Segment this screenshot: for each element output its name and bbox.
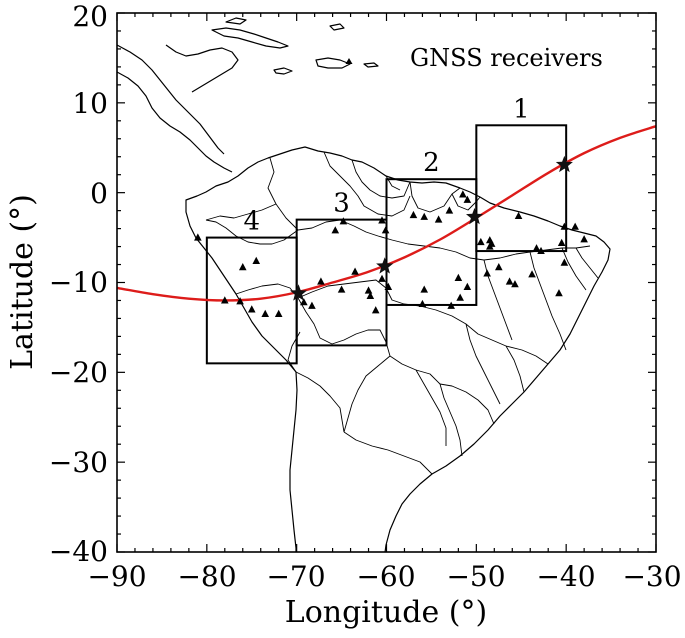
axis-ticks: [116, 12, 657, 553]
gnss-receiver-marker: [252, 256, 261, 264]
y-tick-label: −20: [49, 356, 108, 389]
gnss-receiver-marker: [571, 222, 579, 230]
gnss-receiver-marker: [409, 210, 418, 219]
gnss-receiver-marker: [337, 285, 346, 293]
gnss-receiver-marker: [486, 242, 494, 250]
gnss-receiver-marker: [378, 274, 386, 282]
region-box-label: 3: [333, 189, 350, 219]
legend: GNSS receivers: [345, 44, 603, 72]
gnss-receiver-marker: [247, 305, 256, 313]
basemap-layer: [117, 17, 611, 552]
gnss-receivers: [194, 190, 588, 317]
y-axis-label: Latitude (°): [5, 194, 40, 370]
gnss-receiver-marker: [494, 263, 503, 271]
gnss-receiver-marker: [537, 246, 545, 255]
x-tick-label: −30: [622, 560, 681, 593]
x-tick-label: −40: [536, 560, 595, 593]
bahamas-coastline: [225, 17, 345, 31]
x-tick-label: −80: [177, 560, 236, 593]
x-tick-label: −50: [446, 560, 505, 593]
ground-track-stars: [289, 155, 573, 301]
track-star-marker: [555, 155, 573, 173]
y-tick-label: −40: [49, 535, 108, 568]
gnss-receiver-marker: [560, 258, 569, 266]
country-borders: [205, 151, 599, 475]
gnss-receiver-marker: [557, 238, 566, 246]
x-tick-label: −70: [266, 560, 325, 593]
gnss-receiver-marker: [514, 211, 523, 220]
gnss-receiver-marker: [371, 306, 380, 314]
y-tick-label: 10: [72, 87, 108, 120]
gnss-receiver-marker: [384, 282, 393, 290]
south-america-coastline: [185, 146, 611, 552]
gnss-receiver-marker: [555, 289, 563, 297]
gnss-receiver-marker: [378, 216, 386, 224]
gnss-receiver-marker: [236, 297, 244, 305]
y-tick-labels: −40 −30 −20 −10 0 10 20: [49, 0, 108, 568]
jamaica-coastline: [273, 67, 293, 75]
yucatan-coastline: [165, 44, 239, 93]
gnss-receiver-marker: [434, 215, 443, 223]
gnss-receiver-marker: [418, 299, 427, 308]
gnss-receiver-marker: [459, 190, 467, 198]
y-tick-label: 0: [90, 177, 108, 210]
gnss-receiver-marker: [463, 282, 472, 290]
region-box-label: 2: [423, 148, 440, 178]
gnss-receiver-marker: [300, 298, 308, 306]
cuba-coastline: [211, 27, 289, 49]
central-america-coastline: [117, 44, 233, 173]
gnss-receiver-marker: [274, 309, 283, 317]
gnss-receiver-marker: [308, 301, 316, 309]
gnss-receiver-marker: [381, 226, 390, 234]
gnss-receiver-marker: [194, 233, 202, 241]
gnss-receiver-marker: [238, 263, 247, 271]
puerto-rico-coastline: [363, 62, 379, 68]
gnss-receiver-marker: [560, 222, 569, 230]
gnss-receiver-marker: [447, 301, 455, 309]
y-tick-label: 20: [72, 0, 108, 33]
gnss-receiver-marker: [483, 269, 491, 277]
legend-label: GNSS receivers: [410, 44, 603, 72]
gnss-receiver-marker: [420, 212, 429, 220]
gnss-receiver-marker: [366, 291, 375, 299]
region-box-label: 1: [513, 94, 530, 124]
gnss-receiver-marker: [331, 226, 340, 234]
gnss-receiver-marker: [364, 286, 373, 294]
region-box-label: 4: [243, 207, 260, 237]
x-axis-label: Longitude (°): [285, 595, 487, 630]
gnss-receiver-marker: [528, 270, 536, 278]
track-star-marker: [289, 284, 307, 301]
y-tick-label: −30: [49, 446, 108, 479]
gnss-receiver-marker: [317, 277, 325, 285]
gnss-receiver-marker: [505, 277, 514, 285]
region-boxes: 1 2 3 4: [205, 94, 568, 365]
gnss-receiver-marker: [221, 296, 229, 304]
gnss-receiver-marker: [532, 244, 541, 252]
gnss-receiver-marker: [463, 195, 472, 203]
hispaniola-coastline: [315, 57, 351, 69]
gnss-receiver-marker: [420, 285, 429, 293]
x-tick-label: −60: [356, 560, 415, 593]
gnss-receiver-marker: [477, 237, 485, 246]
gnss-receiver-marker: [580, 235, 588, 243]
track-star-marker: [376, 257, 394, 274]
gnss-receiver-marker: [445, 206, 454, 214]
gnss-receiver-marker: [339, 217, 348, 225]
track-star-marker: [466, 207, 484, 225]
gnss-receiver-marker: [456, 293, 464, 301]
y-tick-label: −10: [49, 266, 108, 299]
x-tick-label: −90: [87, 560, 146, 593]
x-tick-labels: −90 −80 −70 −60 −50 −40 −30: [87, 560, 681, 593]
gnss-receiver-marker: [351, 267, 359, 275]
gnss-receiver-marker: [511, 280, 519, 288]
gnss-receiver-marker: [261, 309, 270, 317]
gnss-receiver-marker: [454, 273, 463, 282]
legend-triangle-icon: [345, 58, 353, 64]
